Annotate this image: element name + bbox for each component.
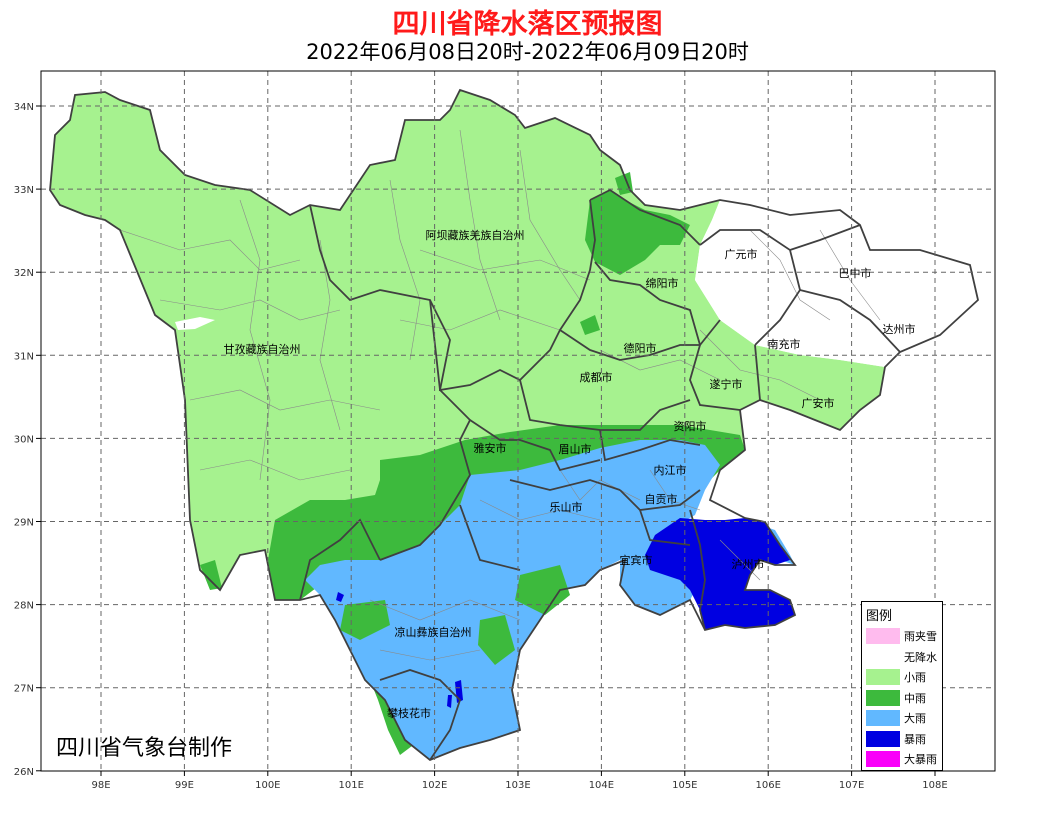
region-label: 巴中市 [839, 266, 872, 280]
lon-tick-label: 99E [175, 780, 194, 791]
legend-item: 大暴雨 [866, 749, 942, 767]
region-label: 凉山彝族自治州 [395, 625, 472, 639]
lat-tick-label: 30N [14, 434, 34, 445]
map-subtitle: 2022年06月08日20时-2022年06月09日20时 [306, 40, 749, 64]
lat-tick-label: 34N [14, 102, 34, 113]
legend-item: 大雨 [866, 708, 942, 726]
legend-title: 图例 [866, 609, 893, 624]
legend-item: 雨夹雪 [866, 626, 942, 644]
legend-swatch [866, 689, 900, 706]
map-title: 四川省降水落区预报图 [392, 9, 663, 40]
legend-label: 大暴雨 [904, 753, 937, 766]
moderate-rain-area [585, 190, 690, 275]
lon-tick-label: 107E [839, 780, 864, 791]
moderate-rain-area [580, 315, 600, 335]
legend-item: 无降水 [866, 647, 942, 665]
graticule [41, 71, 995, 771]
region-label: 南充市 [768, 337, 801, 351]
lat-tick-label: 27N [14, 684, 34, 695]
rainstorm-spot [447, 695, 452, 708]
legend-item: 小雨 [866, 667, 942, 685]
legend-label: 中雨 [904, 691, 926, 705]
legend-label: 小雨 [904, 671, 926, 684]
lat-tick-label: 28N [14, 601, 34, 612]
credit-text: 四川省气象台制作 [56, 736, 233, 761]
no-rain-area [695, 200, 978, 367]
region-label: 内江市 [654, 463, 687, 477]
moderate-rain-area [478, 615, 515, 665]
legend-swatch [866, 669, 900, 685]
region-label: 广元市 [725, 247, 758, 261]
rainstorm-spot [336, 592, 344, 602]
prefecture-boundaries [49, 88, 979, 762]
lon-tick-label: 98E [91, 780, 110, 791]
region-label: 宜宾市 [620, 553, 653, 567]
region-label: 乐山市 [550, 500, 583, 514]
region-label: 雅安市 [474, 441, 507, 455]
region-label: 眉山市 [559, 442, 592, 456]
lon-tick-label: 103E [505, 780, 530, 791]
moderate-rain-area [200, 560, 222, 590]
legend-label: 大雨 [904, 712, 926, 725]
region-label: 阿坝藏族羌族自治州 [426, 228, 525, 242]
lat-tick-label: 32N [14, 268, 34, 279]
region-label: 成都市 [580, 370, 613, 384]
region-label: 泸州市 [732, 557, 765, 571]
lon-tick-label: 101E [338, 780, 363, 791]
lat-tick-label: 33N [14, 185, 34, 196]
no-rain-spot [175, 317, 215, 330]
region-label: 广安市 [802, 396, 835, 410]
lon-tick-label: 100E [255, 780, 280, 791]
region-label: 德阳市 [624, 341, 657, 355]
legend-item: 中雨 [866, 688, 942, 706]
legend-label: 无降水 [904, 650, 937, 664]
legend-item: 暴雨 [866, 729, 942, 747]
region-label: 达州市 [883, 322, 916, 336]
legend: 图例 雨夹雪无降水小雨中雨大雨暴雨大暴雨 [861, 601, 943, 771]
legend-swatch [866, 628, 900, 644]
region-label: 资阳市 [674, 419, 707, 433]
lon-tick-label: 104E [589, 780, 614, 791]
region-label: 自贡市 [645, 492, 678, 506]
region-label: 遂宁市 [710, 377, 743, 391]
lon-tick-label: 108E [922, 780, 947, 791]
region-label: 绵阳市 [646, 276, 679, 290]
heavy-rain-area [305, 440, 720, 760]
legend-swatch [866, 648, 900, 665]
lon-tick-label: 106E [755, 780, 780, 791]
lat-tick-label: 26N [14, 767, 34, 778]
region-label: 甘孜藏族自治州 [224, 342, 301, 356]
legend-swatch [866, 751, 900, 767]
region-label: 攀枝花市 [387, 706, 431, 720]
lon-tick-label: 105E [672, 780, 697, 791]
legend-swatch [866, 710, 900, 726]
rainstorm-area [645, 518, 795, 630]
moderate-rain-area [340, 600, 390, 640]
legend-label: 雨夹雪 [904, 630, 937, 643]
legend-swatch [866, 730, 900, 747]
county-boundaries [119, 129, 881, 661]
lat-tick-label: 31N [14, 351, 34, 362]
moderate-rain-area [515, 565, 570, 615]
lat-tick-label: 29N [14, 518, 34, 529]
lon-tick-label: 102E [422, 780, 447, 791]
legend-label: 暴雨 [904, 732, 926, 746]
